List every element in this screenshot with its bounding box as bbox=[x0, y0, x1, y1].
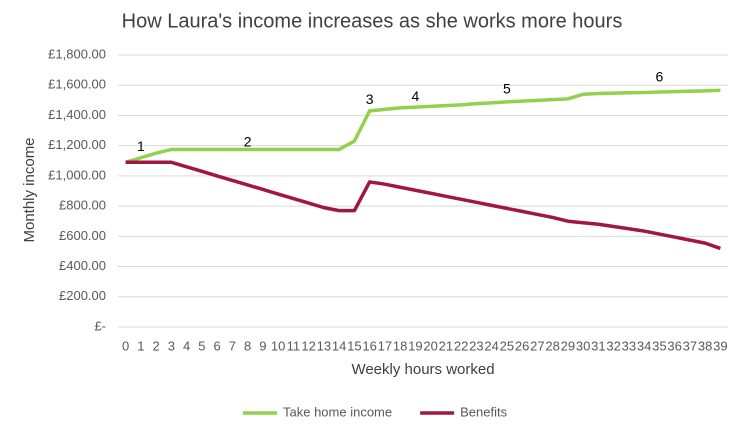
x-tick-label: 2 bbox=[153, 338, 160, 353]
x-tick-label: 23 bbox=[469, 338, 483, 353]
annotation: 1 bbox=[137, 138, 145, 154]
y-tick-label: £1,200.00 bbox=[48, 137, 106, 152]
x-tick-label: 11 bbox=[287, 338, 301, 353]
y-tick-label: £1,400.00 bbox=[48, 107, 106, 122]
x-tick-label: 31 bbox=[591, 338, 605, 353]
x-tick-label: 35 bbox=[652, 338, 666, 353]
x-tick-label: 8 bbox=[244, 338, 251, 353]
annotation: 2 bbox=[244, 133, 252, 149]
x-tick-label: 28 bbox=[545, 338, 559, 353]
data-line bbox=[125, 160, 721, 251]
x-tick-label: 6 bbox=[214, 338, 221, 353]
x-tick-label: 32 bbox=[606, 338, 620, 353]
legend-label: Take home income bbox=[283, 404, 392, 419]
x-tick-label: 3 bbox=[168, 338, 175, 353]
x-tick-label: 26 bbox=[515, 338, 529, 353]
annotation: 3 bbox=[366, 91, 374, 107]
x-tick-label: 5 bbox=[198, 338, 205, 353]
x-tick-label: 29 bbox=[561, 338, 575, 353]
y-tick-label: £1,800.00 bbox=[48, 46, 106, 61]
x-tick-label: 10 bbox=[271, 338, 285, 353]
x-tick-label: 22 bbox=[454, 338, 468, 353]
x-tick-label: 13 bbox=[317, 338, 331, 353]
x-tick-label: 16 bbox=[362, 338, 376, 353]
x-tick-label: 18 bbox=[393, 338, 407, 353]
x-tick-label: 4 bbox=[183, 338, 190, 353]
legend-label: Benefits bbox=[460, 404, 507, 419]
y-tick-label: £200.00 bbox=[59, 288, 106, 303]
x-tick-label: 34 bbox=[637, 338, 651, 353]
x-tick-label: 14 bbox=[332, 338, 346, 353]
x-tick-label: 9 bbox=[259, 338, 266, 353]
x-tick-label: 19 bbox=[408, 338, 422, 353]
x-axis-title: Weekly hours worked bbox=[351, 361, 494, 378]
y-axis-title: Monthly income bbox=[21, 137, 38, 242]
x-tick-label: 33 bbox=[622, 338, 636, 353]
annotation: 6 bbox=[655, 68, 663, 84]
y-tick-label: £600.00 bbox=[59, 228, 106, 243]
y-tick-label: £1,000.00 bbox=[48, 167, 106, 182]
x-tick-label: 30 bbox=[576, 338, 590, 353]
chart-title: How Laura's income increases as she work… bbox=[122, 10, 623, 32]
y-tick-label: £- bbox=[94, 318, 106, 333]
data-line bbox=[125, 88, 721, 164]
x-tick-label: 24 bbox=[484, 338, 498, 353]
y-tick-label: £400.00 bbox=[59, 258, 106, 273]
x-tick-label: 36 bbox=[667, 338, 681, 353]
x-tick-label: 27 bbox=[530, 338, 544, 353]
x-tick-label: 25 bbox=[500, 338, 514, 353]
x-tick-label: 38 bbox=[698, 338, 712, 353]
x-tick-label: 7 bbox=[229, 338, 236, 353]
y-tick-label: £1,600.00 bbox=[48, 77, 106, 92]
y-tick-label: £800.00 bbox=[59, 198, 106, 213]
x-tick-label: 21 bbox=[439, 338, 453, 353]
x-tick-label: 37 bbox=[683, 338, 697, 353]
x-tick-label: 0 bbox=[122, 338, 129, 353]
x-tick-label: 39 bbox=[713, 338, 727, 353]
x-tick-label: 15 bbox=[347, 338, 361, 353]
x-tick-label: 12 bbox=[301, 338, 315, 353]
x-tick-label: 1 bbox=[137, 338, 144, 353]
x-tick-label: 17 bbox=[378, 338, 392, 353]
annotation: 5 bbox=[503, 80, 511, 96]
x-tick-label: 20 bbox=[423, 338, 437, 353]
annotation: 4 bbox=[411, 88, 419, 104]
